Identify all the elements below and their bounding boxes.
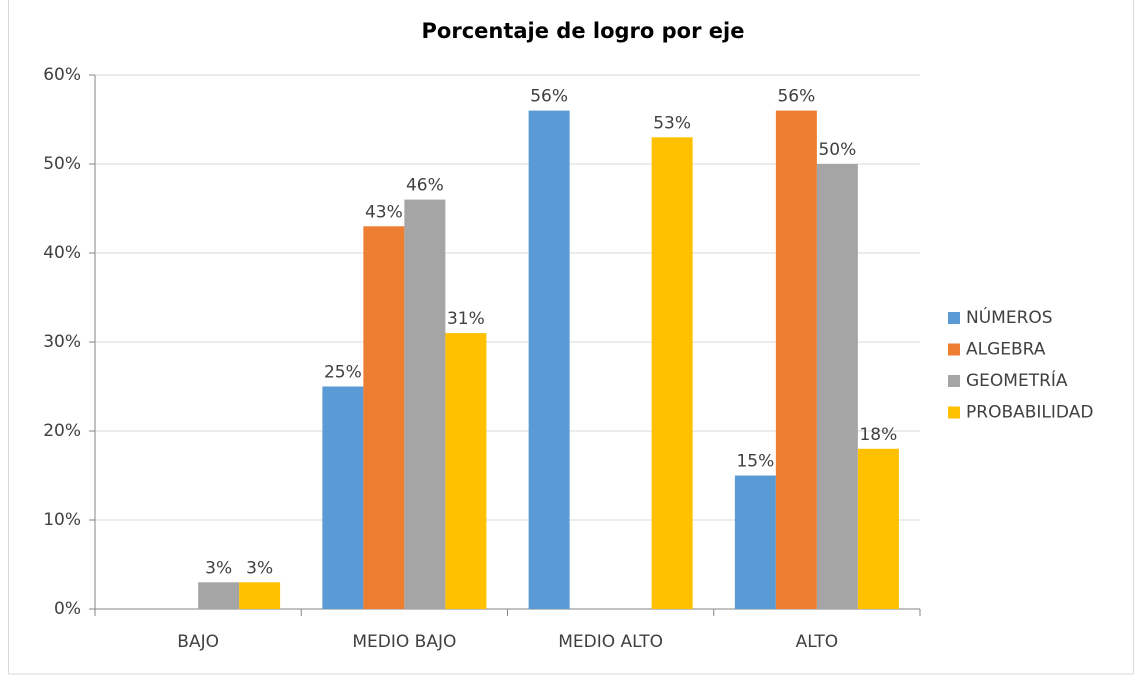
chart-frame	[8, 0, 1134, 675]
data-label: 15%	[736, 452, 774, 472]
bar	[198, 582, 240, 609]
data-label: 56%	[530, 87, 568, 107]
data-label: 53%	[653, 113, 691, 133]
legend-label: NÚMEROS	[966, 306, 1053, 328]
legend-swatch	[948, 375, 960, 387]
y-tick-label: 60%	[43, 65, 81, 85]
y-tick-label: 50%	[43, 154, 81, 174]
y-tick-label: 40%	[43, 243, 81, 263]
bar	[363, 226, 405, 610]
data-label: 56%	[777, 87, 815, 107]
y-tick-label: 0%	[54, 599, 81, 619]
bar	[404, 199, 446, 609]
y-tick-label: 10%	[43, 510, 81, 530]
bar	[775, 110, 817, 609]
data-label: 43%	[365, 202, 403, 222]
bar	[239, 582, 281, 609]
chart-title: Porcentaje de logro por eje	[422, 19, 745, 43]
legend-swatch	[948, 312, 960, 324]
bar	[651, 137, 693, 610]
legend-label: GEOMETRÍA	[966, 369, 1068, 391]
data-label: 3%	[205, 558, 232, 578]
data-label: 25%	[324, 363, 362, 383]
x-tick-label: ALTO	[796, 632, 839, 652]
data-label: 31%	[447, 309, 485, 329]
bar	[857, 448, 899, 609]
x-tick-label: BAJO	[177, 632, 219, 652]
bar	[734, 475, 776, 609]
data-label: 18%	[859, 425, 897, 445]
x-tick-label: MEDIO BAJO	[352, 632, 456, 652]
bar	[816, 164, 858, 609]
y-tick-label: 20%	[43, 421, 81, 441]
legend-swatch	[948, 343, 960, 356]
y-tick-label: 30%	[43, 332, 81, 352]
bar	[322, 386, 364, 609]
data-label: 3%	[246, 558, 273, 578]
legend-swatch	[948, 406, 960, 419]
x-tick-label: MEDIO ALTO	[558, 632, 663, 652]
bar	[528, 110, 570, 609]
data-label: 50%	[818, 140, 856, 160]
legend-label: ALGEBRA	[966, 340, 1046, 360]
legend-label: PROBABILIDAD	[966, 403, 1093, 423]
bar	[445, 333, 487, 609]
data-label: 46%	[406, 176, 444, 196]
